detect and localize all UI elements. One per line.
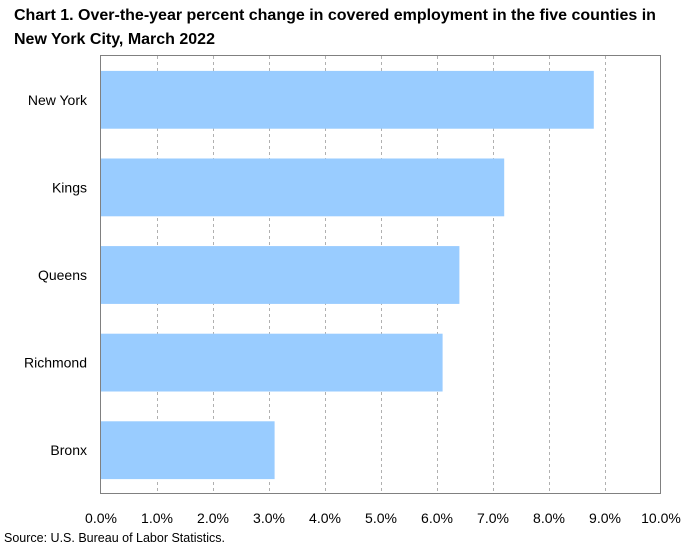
x-tick-label: 1.0% bbox=[141, 510, 173, 526]
chart-title: Chart 1. Over-the-year percent change in… bbox=[14, 7, 656, 48]
x-tick-label: 2.0% bbox=[197, 510, 229, 526]
category-label: Richmond bbox=[24, 355, 87, 371]
plot-area-border bbox=[100, 55, 661, 494]
category-label: Bronx bbox=[50, 442, 87, 458]
x-tick-label: 6.0% bbox=[421, 510, 453, 526]
category-label: Queens bbox=[38, 267, 87, 283]
x-tick-label: 8.0% bbox=[533, 510, 565, 526]
category-label: Kings bbox=[52, 179, 87, 195]
x-axis-labels: 0.0% 1.0% 2.0% 3.0% 4.0% 5.0% 6.0% 7.0% 8.0% 9.0%… bbox=[85, 510, 681, 526]
x-tick-label: 9.0% bbox=[589, 510, 621, 526]
x-tick-label: 5.0% bbox=[365, 510, 397, 526]
bar-queens bbox=[101, 246, 460, 304]
y-axis-labels: New York Kings Queens Richmond Bronx bbox=[24, 92, 88, 458]
bar-kings bbox=[101, 158, 505, 217]
x-tick-label: 0.0% bbox=[85, 510, 117, 526]
source-note: Source: U.S. Bureau of Labor Statistics. bbox=[4, 531, 225, 545]
bar-bronx bbox=[101, 421, 275, 480]
x-tick-label: 7.0% bbox=[477, 510, 509, 526]
x-tick-label: 10.0% bbox=[641, 510, 681, 526]
bars bbox=[101, 70, 594, 480]
x-tick-label: 3.0% bbox=[253, 510, 285, 526]
x-tick-label: 4.0% bbox=[309, 510, 341, 526]
bar-richmond bbox=[101, 333, 443, 392]
bar-new-york bbox=[101, 70, 594, 129]
category-label: New York bbox=[28, 92, 88, 108]
